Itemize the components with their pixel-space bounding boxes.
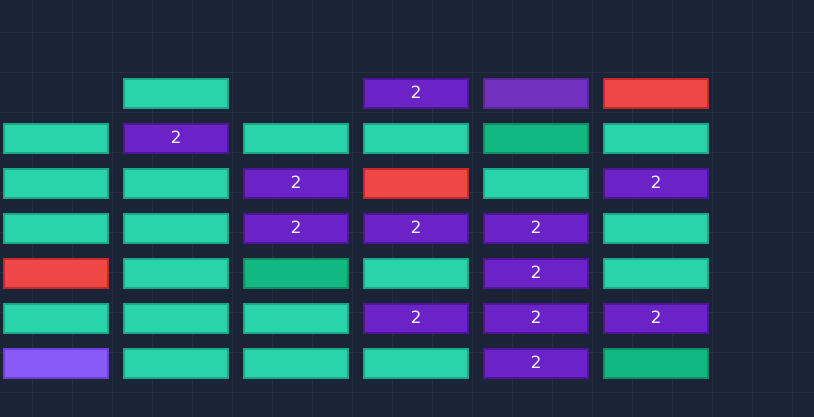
brick-hit-count: 2 [530, 353, 542, 373]
brick-hit-count: 2 [170, 128, 182, 148]
brick-normal [603, 123, 709, 154]
brick-normal [243, 123, 349, 154]
brick-grid: 2 2 2 2 2 2 2 2 2 2 2 2 [3, 78, 709, 379]
brick-explosive [3, 258, 109, 289]
brick-normal [3, 303, 109, 334]
brick-normal [363, 348, 469, 379]
brick-tough: 2 [483, 303, 589, 334]
brick-hit-count: 2 [650, 308, 662, 328]
brick-dark [483, 123, 589, 154]
brick-normal [363, 258, 469, 289]
brick-normal [123, 303, 229, 334]
brick-hit-count: 2 [290, 218, 302, 238]
brick-hit-count: 2 [410, 308, 422, 328]
brick-tough: 2 [363, 213, 469, 244]
brick-dark [243, 258, 349, 289]
brick-tough: 2 [483, 348, 589, 379]
brick-tough: 2 [363, 78, 469, 109]
brick-explosive [363, 168, 469, 199]
brick-normal [483, 168, 589, 199]
brick-powerup [3, 348, 109, 379]
brick-explosive [603, 78, 709, 109]
brick-normal [603, 258, 709, 289]
brick-hit-count: 2 [530, 263, 542, 283]
brick-normal [243, 348, 349, 379]
brick-normal [123, 213, 229, 244]
brick-dark [603, 348, 709, 379]
brick-normal [123, 168, 229, 199]
brick-normal [123, 78, 229, 109]
brick-hit-count: 2 [530, 308, 542, 328]
brick-normal [603, 213, 709, 244]
brick-normal [3, 213, 109, 244]
brick-normal [3, 168, 109, 199]
brick-normal [123, 258, 229, 289]
brick-tough: 2 [483, 258, 589, 289]
brick-tough: 2 [243, 168, 349, 199]
brick-tough: 2 [123, 123, 229, 154]
brick-normal [243, 303, 349, 334]
brick-hit-count: 2 [290, 173, 302, 193]
brick-tough: 2 [243, 213, 349, 244]
brick-hit-count: 2 [530, 218, 542, 238]
brick-tough: 2 [603, 303, 709, 334]
brick-tough: 2 [603, 168, 709, 199]
brick-tough-soft [483, 78, 589, 109]
brick-normal [3, 123, 109, 154]
brick-tough: 2 [483, 213, 589, 244]
brick-hit-count: 2 [410, 83, 422, 103]
empty-slot [3, 78, 109, 109]
brick-hit-count: 2 [650, 173, 662, 193]
brick-tough: 2 [363, 303, 469, 334]
brick-normal [123, 348, 229, 379]
brick-normal [363, 123, 469, 154]
empty-slot [243, 78, 349, 109]
hud-corner-text: ' ' ' [4, 0, 34, 6]
brick-hit-count: 2 [410, 218, 422, 238]
